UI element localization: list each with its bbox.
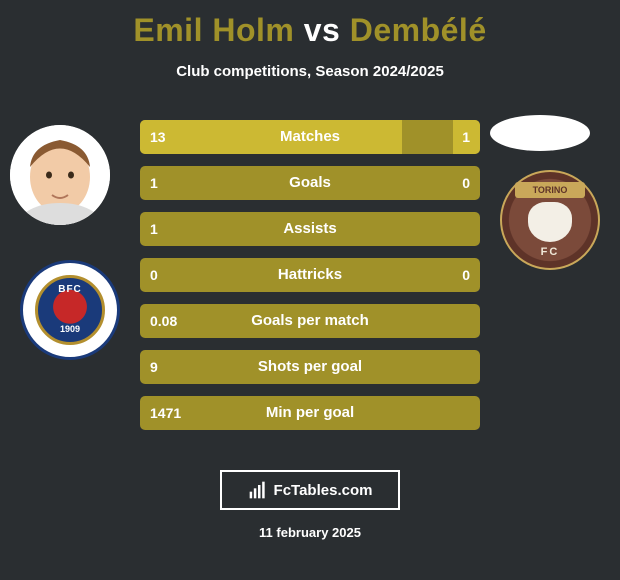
stat-label: Matches (140, 120, 480, 154)
stat-label: Goals (140, 166, 480, 200)
stat-row: 9Shots per goal (140, 350, 480, 384)
comparison-title: Emil Holm vs Dembélé (0, 0, 620, 49)
club1-year: 1909 (38, 324, 102, 334)
stat-row: 0.08Goals per match (140, 304, 480, 338)
title-vs: vs (304, 12, 341, 48)
stat-label: Goals per match (140, 304, 480, 338)
club1-logo-inner: BFC 1909 (35, 275, 105, 345)
stat-row: 1Assists (140, 212, 480, 246)
comparison-subtitle: Club competitions, Season 2024/2025 (0, 63, 620, 80)
club1-logo: BFC 1909 (20, 260, 120, 360)
club1-initials: BFC (38, 284, 102, 295)
stat-row: 1471Min per goal (140, 396, 480, 430)
chart-icon (248, 480, 268, 500)
club2-emblem (528, 202, 572, 242)
brand-box: FcTables.com (220, 470, 400, 510)
stat-row: 10Goals (140, 166, 480, 200)
stat-bars: 131Matches 10Goals 1Assists 00Hattricks 0.08… (140, 120, 480, 442)
player1-avatar (10, 125, 110, 225)
title-player1: Emil Holm (133, 12, 294, 48)
club2-logo: TORINO FC (500, 170, 600, 270)
player2-avatar (490, 115, 590, 151)
footer-date: 11 february 2025 (0, 525, 620, 540)
stat-label: Shots per goal (140, 350, 480, 384)
club2-ribbon: TORINO (515, 182, 585, 198)
title-player2: Dembélé (350, 12, 487, 48)
stat-row: 00Hattricks (140, 258, 480, 292)
brand-text: FcTables.com (274, 482, 373, 499)
stat-label: Hattricks (140, 258, 480, 292)
stat-row: 131Matches (140, 120, 480, 154)
stat-label: Assists (140, 212, 480, 246)
stat-label: Min per goal (140, 396, 480, 430)
club2-fc: FC (541, 246, 560, 258)
